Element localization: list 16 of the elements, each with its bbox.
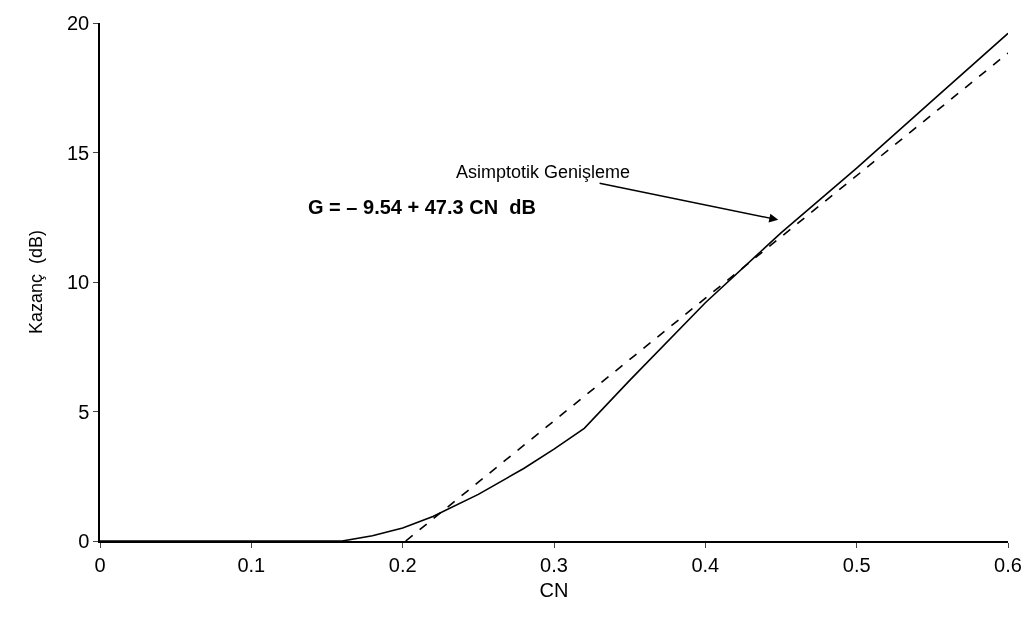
y-tick-label: 15 bbox=[67, 141, 90, 164]
x-tick-label: 0.3 bbox=[540, 553, 568, 576]
annotation: Asimptotik Genişleme bbox=[456, 162, 631, 182]
y-tick-label: 10 bbox=[67, 271, 90, 293]
x-tick-label: 0.5 bbox=[842, 553, 871, 576]
y-tick-label: 20 bbox=[67, 12, 90, 34]
x-tick-label: 0.1 bbox=[237, 553, 266, 576]
x-tick-label: 0.4 bbox=[691, 553, 720, 576]
x-tick-label: 0 bbox=[94, 553, 106, 576]
annotation: G = – 9.54 + 47.3 CN dB bbox=[308, 196, 536, 218]
x-axis-title: CN bbox=[539, 578, 569, 601]
y-tick-label: 5 bbox=[78, 400, 90, 423]
x-tick-label: 0.2 bbox=[388, 553, 417, 576]
y-axis-title: Kazanç (dB) bbox=[25, 229, 46, 335]
y-tick-label: 0 bbox=[78, 530, 90, 552]
x-tick-label: 0.6 bbox=[994, 553, 1022, 576]
